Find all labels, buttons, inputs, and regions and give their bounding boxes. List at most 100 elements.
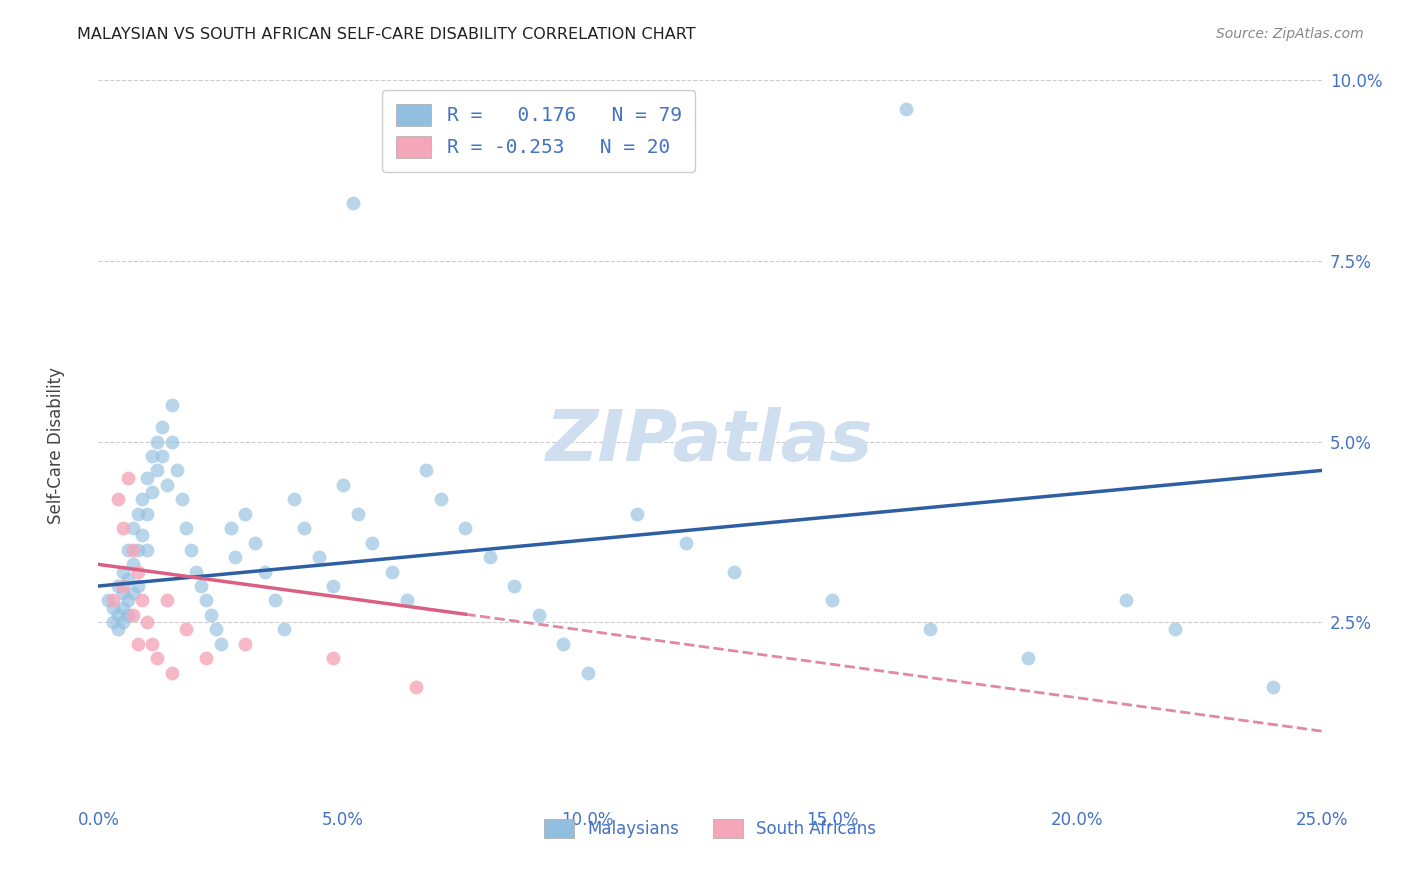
Point — [146, 434, 169, 449]
Point — [454, 521, 477, 535]
Point — [127, 579, 149, 593]
Point — [136, 507, 159, 521]
Point — [117, 542, 139, 557]
Point — [675, 535, 697, 549]
Point — [415, 463, 437, 477]
Point — [405, 680, 427, 694]
Point — [190, 579, 212, 593]
Point — [111, 579, 134, 593]
Point — [107, 492, 129, 507]
Point — [527, 607, 550, 622]
Point — [121, 607, 143, 622]
Point — [111, 586, 134, 600]
Point — [101, 593, 124, 607]
Point — [160, 665, 183, 680]
Point — [292, 521, 315, 535]
Point — [322, 651, 344, 665]
Point — [101, 615, 124, 630]
Point — [553, 637, 575, 651]
Point — [200, 607, 222, 622]
Point — [121, 542, 143, 557]
Point — [141, 485, 163, 500]
Point — [160, 398, 183, 412]
Point — [111, 521, 134, 535]
Point — [131, 593, 153, 607]
Point — [821, 593, 844, 607]
Point — [117, 572, 139, 586]
Point — [180, 542, 202, 557]
Point — [131, 492, 153, 507]
Point — [117, 593, 139, 607]
Point — [117, 471, 139, 485]
Point — [141, 449, 163, 463]
Point — [101, 600, 124, 615]
Point — [342, 196, 364, 211]
Text: Source: ZipAtlas.com: Source: ZipAtlas.com — [1216, 27, 1364, 41]
Point — [156, 593, 179, 607]
Point — [478, 550, 501, 565]
Point — [136, 615, 159, 630]
Point — [117, 607, 139, 622]
Point — [1017, 651, 1039, 665]
Point — [233, 507, 256, 521]
Point — [430, 492, 453, 507]
Text: Self-Care Disability: Self-Care Disability — [48, 368, 65, 524]
Point — [136, 542, 159, 557]
Point — [503, 579, 526, 593]
Point — [273, 623, 295, 637]
Point — [111, 615, 134, 630]
Point — [1164, 623, 1187, 637]
Point — [195, 651, 218, 665]
Point — [107, 607, 129, 622]
Point — [127, 507, 149, 521]
Point — [131, 528, 153, 542]
Point — [626, 507, 648, 521]
Point — [150, 449, 173, 463]
Point — [195, 593, 218, 607]
Point — [146, 651, 169, 665]
Point — [1115, 593, 1137, 607]
Point — [127, 542, 149, 557]
Point — [160, 434, 183, 449]
Point — [107, 623, 129, 637]
Point — [894, 102, 917, 116]
Point — [233, 637, 256, 651]
Point — [224, 550, 246, 565]
Text: ZIPatlas: ZIPatlas — [547, 407, 873, 476]
Point — [308, 550, 330, 565]
Point — [576, 665, 599, 680]
Point — [205, 623, 228, 637]
Point — [136, 471, 159, 485]
Point — [176, 623, 198, 637]
Point — [127, 637, 149, 651]
Point — [141, 637, 163, 651]
Point — [186, 565, 208, 579]
Point — [395, 593, 418, 607]
Legend: Malaysians, South Africans: Malaysians, South Africans — [537, 813, 883, 845]
Point — [209, 637, 232, 651]
Point — [361, 535, 384, 549]
Point — [150, 420, 173, 434]
Point — [1261, 680, 1284, 694]
Point — [322, 579, 344, 593]
Point — [263, 593, 285, 607]
Point — [121, 521, 143, 535]
Point — [111, 565, 134, 579]
Point — [723, 565, 745, 579]
Point — [111, 600, 134, 615]
Point — [219, 521, 242, 535]
Point — [283, 492, 305, 507]
Text: MALAYSIAN VS SOUTH AFRICAN SELF-CARE DISABILITY CORRELATION CHART: MALAYSIAN VS SOUTH AFRICAN SELF-CARE DIS… — [77, 27, 696, 42]
Point — [346, 507, 368, 521]
Point — [156, 478, 179, 492]
Point — [107, 579, 129, 593]
Point — [243, 535, 266, 549]
Point — [381, 565, 404, 579]
Point — [170, 492, 193, 507]
Point — [166, 463, 188, 477]
Point — [253, 565, 276, 579]
Point — [146, 463, 169, 477]
Point — [176, 521, 198, 535]
Point — [121, 558, 143, 572]
Point — [97, 593, 120, 607]
